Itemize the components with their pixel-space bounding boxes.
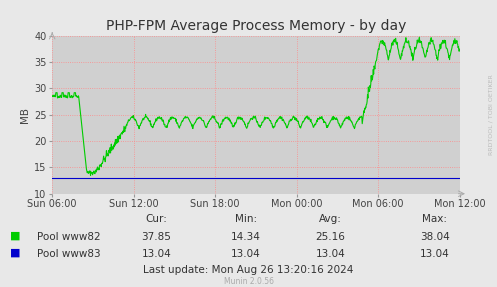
Text: 37.85: 37.85 — [142, 232, 171, 242]
Text: RRDTOOL / TOBI OETIKER: RRDTOOL / TOBI OETIKER — [489, 74, 494, 155]
Y-axis label: MB: MB — [20, 107, 30, 123]
Text: Pool www82: Pool www82 — [37, 232, 101, 242]
Text: 13.04: 13.04 — [316, 249, 345, 259]
Text: 38.04: 38.04 — [420, 232, 450, 242]
Text: Munin 2.0.56: Munin 2.0.56 — [224, 277, 273, 286]
Text: 13.04: 13.04 — [231, 249, 261, 259]
Text: ■: ■ — [10, 247, 20, 257]
Title: PHP-FPM Average Process Memory - by day: PHP-FPM Average Process Memory - by day — [106, 19, 406, 33]
Text: Min:: Min: — [235, 214, 257, 224]
Text: Pool www83: Pool www83 — [37, 249, 101, 259]
Text: ■: ■ — [10, 230, 20, 240]
Text: Last update: Mon Aug 26 13:20:16 2024: Last update: Mon Aug 26 13:20:16 2024 — [143, 265, 354, 275]
Text: 13.04: 13.04 — [420, 249, 450, 259]
Text: 25.16: 25.16 — [316, 232, 345, 242]
Text: 13.04: 13.04 — [142, 249, 171, 259]
Text: 14.34: 14.34 — [231, 232, 261, 242]
Text: Max:: Max: — [422, 214, 447, 224]
Text: Avg:: Avg: — [319, 214, 342, 224]
Text: Cur:: Cur: — [146, 214, 167, 224]
